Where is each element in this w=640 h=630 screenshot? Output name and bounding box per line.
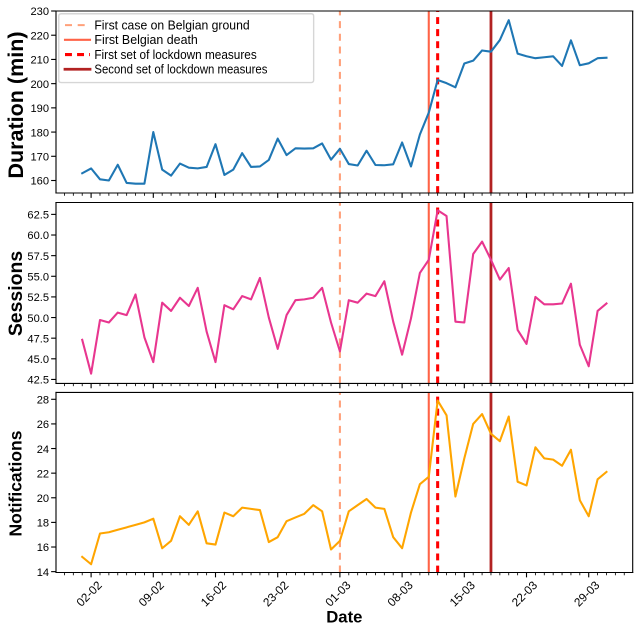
svg-text:190: 190 — [31, 103, 50, 115]
svg-text:Sessions: Sessions — [5, 251, 27, 337]
svg-text:57.5: 57.5 — [27, 251, 49, 263]
svg-text:Date: Date — [326, 608, 362, 627]
svg-text:160: 160 — [31, 176, 50, 188]
svg-text:Second set of lockdown measure: Second set of lockdown measures — [94, 63, 267, 77]
svg-text:62.5: 62.5 — [27, 210, 49, 222]
svg-text:22: 22 — [37, 468, 49, 480]
svg-text:Duration (min): Duration (min) — [4, 31, 28, 178]
svg-text:170: 170 — [31, 152, 50, 164]
svg-text:First set of lockdown measures: First set of lockdown measures — [94, 48, 256, 62]
svg-text:18: 18 — [37, 518, 49, 530]
svg-text:210: 210 — [31, 55, 50, 67]
svg-text:60.0: 60.0 — [27, 230, 49, 242]
svg-text:Notifications: Notifications — [6, 430, 26, 536]
svg-text:24: 24 — [37, 444, 49, 456]
svg-text:First Belgian death: First Belgian death — [94, 33, 198, 47]
svg-text:45.0: 45.0 — [27, 354, 49, 366]
svg-text:47.5: 47.5 — [27, 333, 49, 345]
svg-text:42.5: 42.5 — [27, 375, 49, 387]
svg-text:14: 14 — [37, 567, 49, 579]
svg-text:16: 16 — [37, 542, 49, 554]
svg-text:180: 180 — [31, 127, 50, 139]
svg-text:20: 20 — [37, 493, 49, 505]
svg-text:50.0: 50.0 — [27, 313, 49, 325]
svg-text:26: 26 — [37, 419, 49, 431]
svg-text:200: 200 — [31, 79, 50, 91]
svg-text:230: 230 — [31, 6, 50, 18]
svg-text:52.5: 52.5 — [27, 292, 49, 304]
svg-text:First case on Belgian ground: First case on Belgian ground — [94, 18, 249, 32]
svg-text:28: 28 — [37, 395, 49, 407]
svg-text:220: 220 — [31, 30, 50, 42]
svg-text:55.0: 55.0 — [27, 272, 49, 284]
